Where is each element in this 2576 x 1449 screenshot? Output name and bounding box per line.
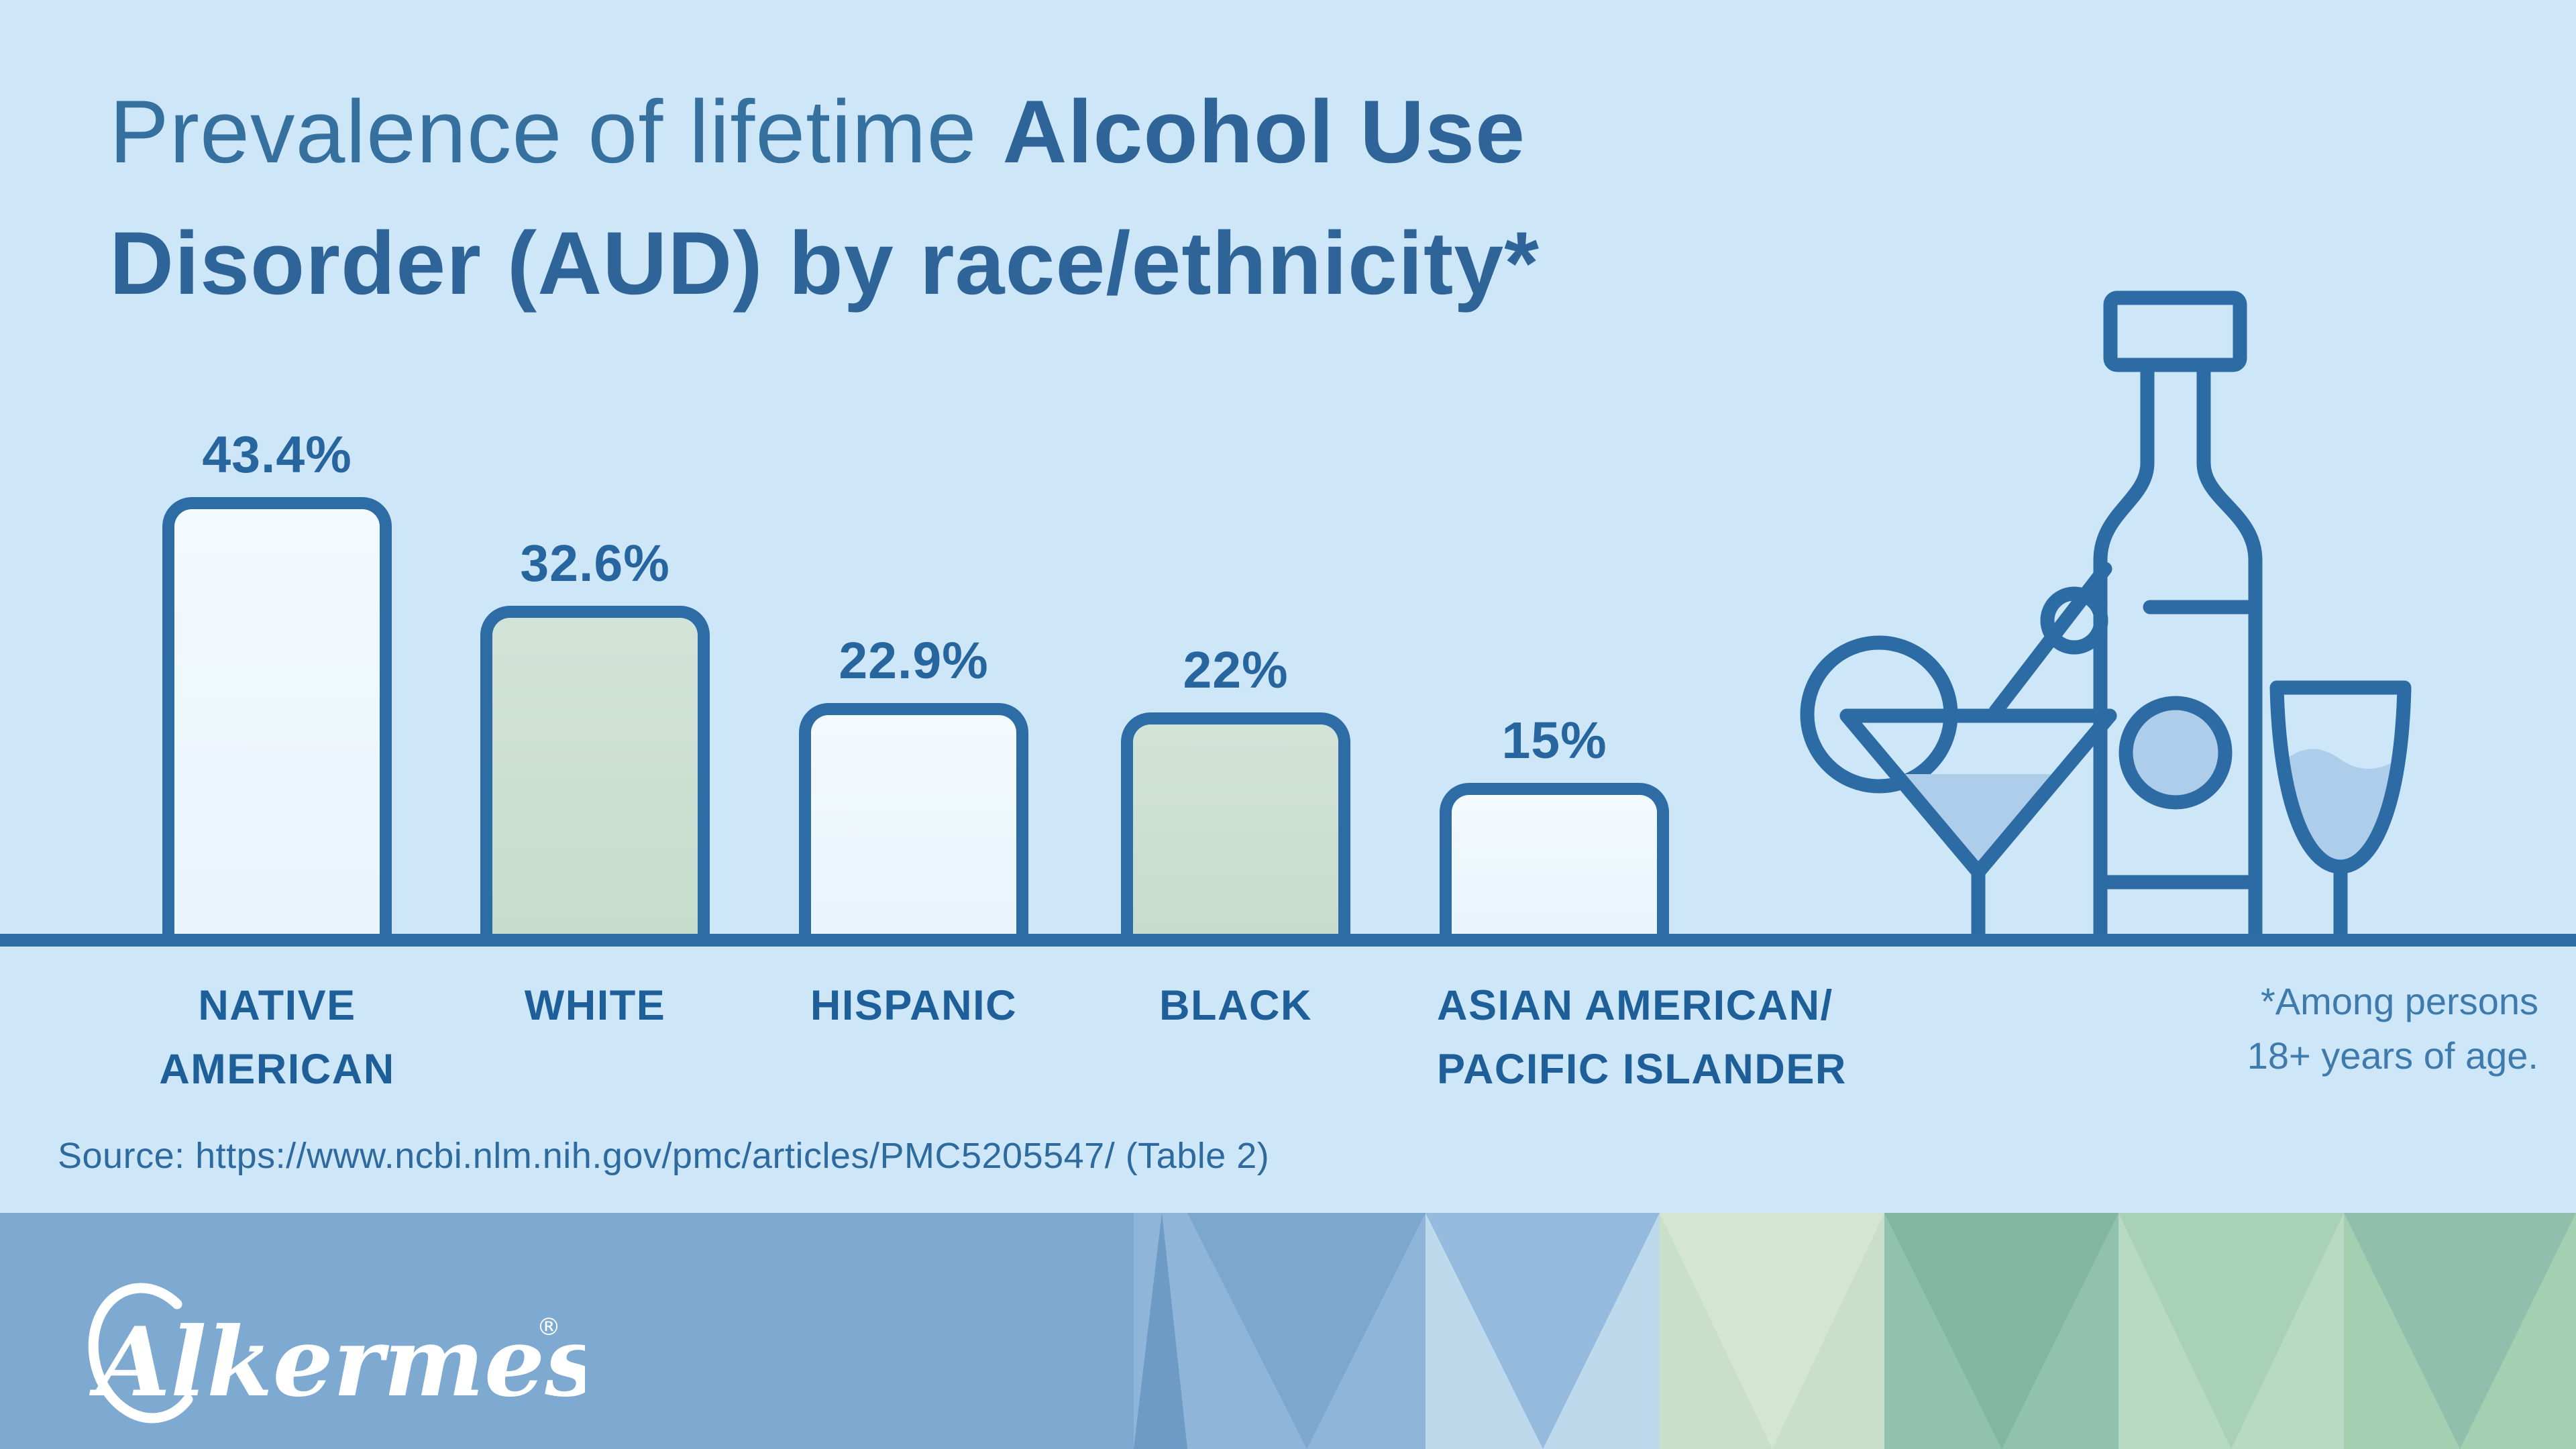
title-regular-part: Prevalence of lifetime bbox=[109, 83, 1003, 182]
bar-category-label-native-american: NATIVE AMERICAN bbox=[159, 982, 395, 1093]
footnote: *Among persons 18+ years of age. bbox=[2247, 974, 2538, 1083]
bottle-icon bbox=[2093, 290, 2263, 941]
bar-value-label-black: 22% bbox=[1183, 641, 1289, 699]
bar-category-label-white: WHITE bbox=[524, 982, 666, 1029]
bar-native-american bbox=[162, 497, 392, 934]
page-title: Prevalence of lifetime Alcohol Use Disor… bbox=[109, 67, 2122, 329]
martini-glass-icon bbox=[1839, 708, 2117, 941]
bar-value-label-native-american: 43.4% bbox=[202, 426, 352, 484]
bar-category-label-hispanic: HISPANIC bbox=[810, 982, 1018, 1029]
bar-asian-american-pacific-islander bbox=[1440, 783, 1669, 934]
source-citation: Source: https://www.ncbi.nlm.nih.gov/pmc… bbox=[58, 1136, 1270, 1176]
title-bold-part-line2: Disorder (AUD) by race/ethnicity* bbox=[109, 213, 1540, 313]
olive-pick-icon bbox=[1988, 561, 2112, 718]
bar-black bbox=[1121, 712, 1350, 934]
bar-category-label-asian-american-pacific-islander: ASIAN AMERICAN/PACIFIC ISLANDER bbox=[1437, 982, 1847, 1093]
bar-value-label-hispanic: 22.9% bbox=[839, 632, 989, 690]
alkermes-logo: Alkermes ® bbox=[88, 1283, 585, 1424]
logo-swoosh-icon bbox=[88, 1283, 193, 1424]
logo-text: Alkermes bbox=[89, 1307, 585, 1418]
wine-glass-icon bbox=[2269, 680, 2412, 941]
bar-value-label-asian-american-pacific-islander: 15% bbox=[1501, 712, 1607, 769]
bar-white bbox=[480, 606, 710, 934]
footnote-line1: *Among persons bbox=[2260, 980, 2538, 1022]
bar-value-label-white: 32.6% bbox=[520, 535, 670, 592]
footer-band bbox=[0, 1213, 2576, 1449]
title-bold-part-line1: Alcohol Use bbox=[1002, 83, 1526, 182]
bar-hispanic bbox=[799, 703, 1028, 934]
orange-icon bbox=[2118, 696, 2233, 810]
logo-registered-mark: ® bbox=[537, 1313, 561, 1341]
bar-category-label-black: BLACK bbox=[1159, 982, 1312, 1029]
footnote-line2: 18+ years of age. bbox=[2247, 1034, 2538, 1077]
axis-baseline bbox=[0, 934, 2576, 947]
drinks-illustration bbox=[1800, 290, 2412, 941]
